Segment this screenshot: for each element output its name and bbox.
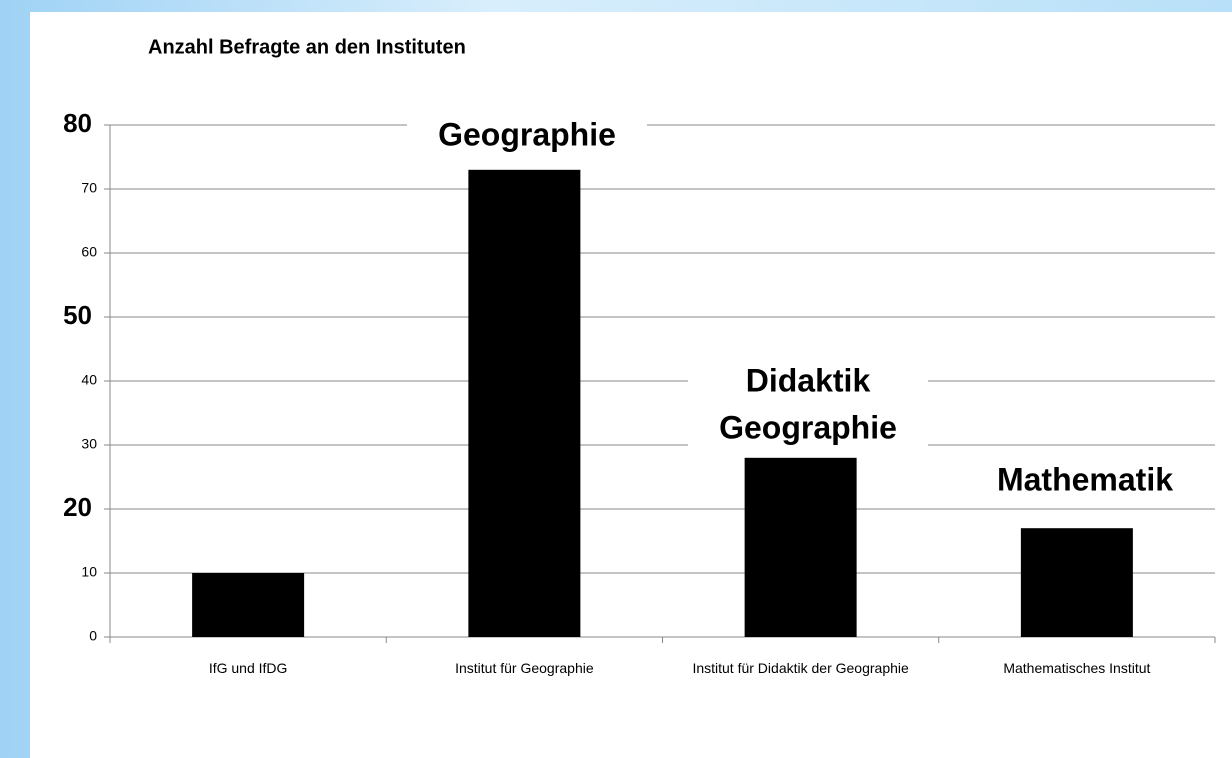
- y-tick-label: 40: [81, 372, 97, 388]
- y-tick-label: 30: [81, 436, 97, 452]
- y-tick-label: 50: [63, 300, 92, 330]
- chart-title: Anzahl Befragte an den Instituten: [148, 36, 466, 58]
- y-tick-label: 60: [81, 244, 97, 260]
- x-tick-label: Institut für Didaktik der Geographie: [692, 660, 909, 676]
- annotation-background: [407, 115, 647, 162]
- bar: [1020, 528, 1133, 637]
- annotation-background: [965, 460, 1205, 507]
- y-tick-label: 0: [89, 628, 97, 644]
- annotation: Didaktik: [746, 362, 871, 398]
- y-tick-label: 80: [63, 108, 92, 138]
- bar: [468, 169, 581, 638]
- y-tick-label: 20: [63, 492, 92, 522]
- bar: [744, 457, 857, 637]
- x-tick-label: Mathematisches Institut: [1003, 660, 1151, 676]
- y-tick-label: 10: [81, 564, 97, 580]
- annotation: Geographie: [719, 409, 897, 445]
- x-tick-label: IfG und IfDG: [208, 660, 288, 676]
- y-tick-label: 70: [81, 180, 97, 196]
- annotation: Mathematik: [997, 461, 1173, 497]
- bar: [192, 573, 305, 637]
- annotation-background: [688, 361, 928, 455]
- annotation: Geographie: [438, 116, 616, 152]
- x-tick-label: Institut für Geographie: [455, 660, 594, 676]
